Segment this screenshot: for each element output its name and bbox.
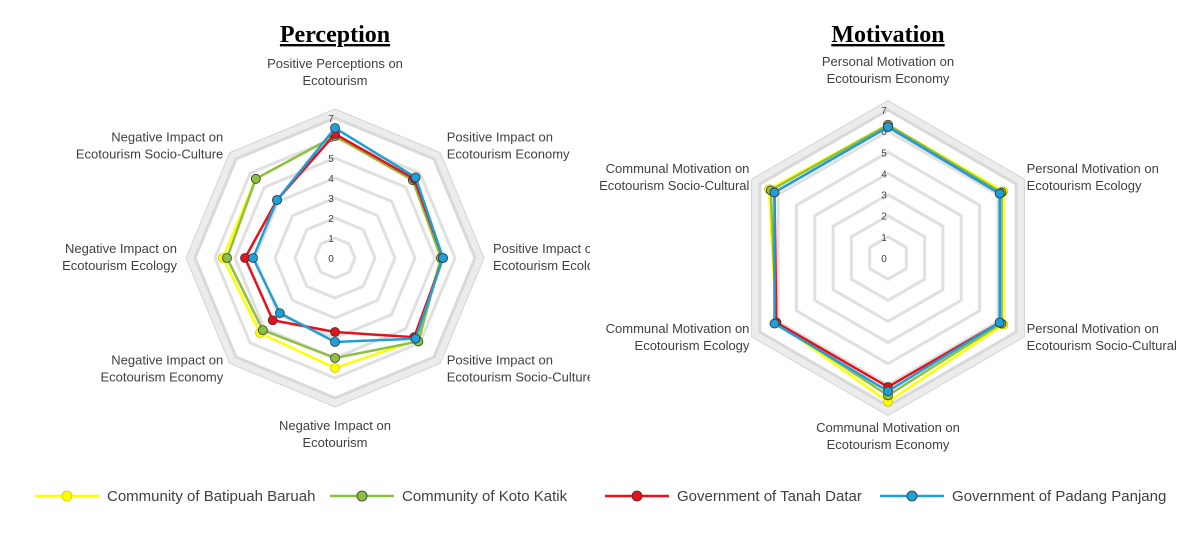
grid-ring <box>213 136 457 380</box>
grid-ring <box>813 171 963 345</box>
data-point <box>274 308 285 319</box>
data-point <box>257 325 268 336</box>
category-label: Negative Impact on <box>111 353 223 368</box>
category-label: Ecotourism Economy <box>447 146 570 161</box>
tick-label: 6 <box>881 127 887 138</box>
data-point <box>438 253 448 263</box>
tick-label: 3 <box>328 194 334 205</box>
category-label: Ecotourism Ecology <box>493 258 590 273</box>
grid-ring <box>293 216 377 300</box>
legend-label: Government of Tanah Datar <box>677 488 862 505</box>
category-label: Ecotourism Socio-Culture <box>76 146 223 161</box>
category-label: Ecotourism <box>302 73 367 88</box>
grid-ring <box>273 196 397 320</box>
category-label: Ecotourism Economy <box>100 370 223 385</box>
data-point <box>272 195 282 205</box>
legend-marker <box>906 490 918 502</box>
category-label: Positive Impact on <box>447 353 553 368</box>
category-label: Personal Motivation on <box>1027 321 1159 336</box>
data-point <box>410 172 421 183</box>
tick-label: 4 <box>328 174 334 185</box>
data-point <box>330 327 340 337</box>
tick-label: 2 <box>328 214 334 225</box>
category-label: Positive Impact on <box>447 129 553 144</box>
category-label: Positive Perceptions on <box>267 56 403 71</box>
category-label: Ecotourism Ecology <box>62 258 177 273</box>
category-label: Ecotourism Ecology <box>635 338 750 353</box>
tick-label: 0 <box>881 254 887 265</box>
grid-ring <box>849 213 927 303</box>
data-point <box>330 363 340 373</box>
tick-label: 7 <box>328 114 334 125</box>
data-point <box>883 386 893 397</box>
category-label: Positive Impact on <box>493 241 590 256</box>
chart-title: Motivation <box>831 22 944 48</box>
grid-ring <box>794 150 982 366</box>
data-point <box>883 122 893 132</box>
legend-label: Government of Padang Panjang <box>952 488 1166 505</box>
grid-ring <box>831 192 945 324</box>
category-label: Ecotourism Socio-Cultural <box>599 178 749 193</box>
category-label: Ecotourism Economy <box>827 71 950 86</box>
data-point <box>267 315 278 326</box>
category-label: Negative Impact on <box>279 418 391 433</box>
tick-label: 1 <box>328 234 334 245</box>
tick-label: 4 <box>881 169 887 180</box>
data-point <box>222 253 232 263</box>
data-point <box>330 353 340 363</box>
category-label: Ecotourism Economy <box>827 437 950 452</box>
grid-ring <box>313 236 357 280</box>
data-point <box>769 187 780 198</box>
data-point <box>248 253 258 263</box>
category-label: Negative Impact on <box>111 129 223 144</box>
tick-label: 2 <box>881 212 887 223</box>
category-label: Personal Motivation on <box>1027 161 1159 176</box>
tick-label: 5 <box>881 148 887 159</box>
legend-marker <box>61 490 73 502</box>
category-label: Communal Motivation on <box>606 321 750 336</box>
tick-label: 5 <box>328 154 334 165</box>
chart-title: Perception <box>280 22 390 48</box>
tick-label: 1 <box>881 233 887 244</box>
category-label: Communal Motivation on <box>606 161 750 176</box>
data-point <box>330 337 340 347</box>
legend-label: Community of Batipuah Baruah <box>107 488 315 505</box>
category-label: Ecotourism Ecology <box>1027 178 1142 193</box>
grid-ring <box>868 235 908 281</box>
motivation-chart: Motivation 0 1 2 3 4 5 6 7 Personal Motivation on… <box>599 22 1177 452</box>
category-label: Ecotourism Socio-Culture <box>447 370 590 385</box>
category-label: Communal Motivation on <box>816 420 960 435</box>
category-label: Ecotourism Socio-Cultural <box>1027 338 1177 353</box>
data-point <box>330 123 340 133</box>
data-point <box>994 317 1005 328</box>
data-point <box>769 318 780 329</box>
tick-label: 7 <box>881 106 887 117</box>
legend: Community of Batipuah Baruah Community of… <box>35 488 1166 505</box>
category-label: Ecotourism <box>302 435 367 450</box>
data-point <box>250 173 261 184</box>
legend-label: Community of Koto Katik <box>402 488 568 505</box>
data-point <box>410 333 421 344</box>
data-point <box>994 188 1005 199</box>
tick-label: 0 <box>328 254 334 265</box>
legend-marker <box>631 490 643 502</box>
category-label: Personal Motivation on <box>822 54 954 69</box>
legend-marker <box>356 490 368 502</box>
tick-label: 3 <box>881 191 887 202</box>
category-label: Negative Impact on <box>65 241 177 256</box>
